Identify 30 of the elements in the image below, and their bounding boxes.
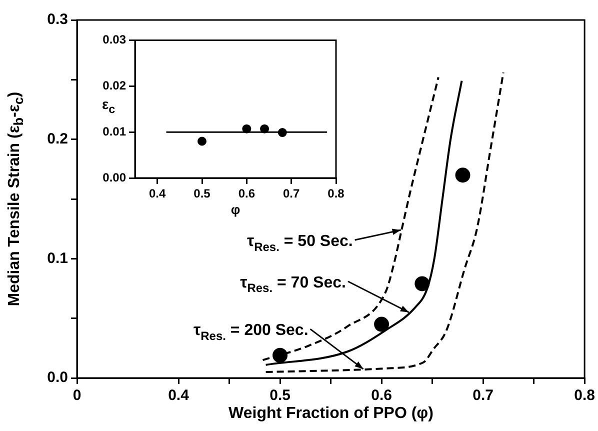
x-tick-label: 0.4 — [168, 387, 190, 404]
x-tick-label: 0.6 — [238, 186, 256, 201]
y-tick-label: 0.00 — [102, 170, 126, 184]
y-tick-label: 0.2 — [47, 130, 68, 148]
point — [414, 276, 430, 292]
y-axis-title: ε$_{c}$ — [102, 96, 116, 116]
y-tick-label: 0.01 — [102, 124, 126, 138]
y-tick-label: 0.3 — [47, 11, 68, 28]
x-tick-label: 0 — [72, 387, 82, 404]
point — [455, 168, 470, 183]
y-tick-label: 0.0 — [47, 369, 68, 386]
point — [278, 128, 287, 138]
x-tick-label: 0.5 — [194, 186, 211, 201]
x-tick-label: 0.5 — [270, 387, 290, 404]
point — [260, 124, 270, 134]
x-tick-label: 0.8 — [328, 186, 345, 201]
x-tick-label: 0.8 — [574, 387, 596, 404]
x-axis-title: φ — [230, 202, 242, 217]
y-tick-label: 0.1 — [47, 250, 68, 267]
point — [198, 136, 206, 146]
point — [272, 348, 288, 363]
x-tick-label: 0.4 — [148, 186, 166, 201]
point — [374, 316, 390, 332]
x-tick-label: 0.6 — [371, 387, 392, 404]
x-tick-label: 0.7 — [472, 387, 494, 404]
point — [242, 124, 252, 134]
x-axis-title: Weight Fraction of PPO (φ) — [228, 405, 434, 423]
y-tick-label: 0.02 — [102, 78, 126, 92]
y-tick-label: 0.03 — [102, 32, 126, 47]
x-tick-label: 0.7 — [282, 186, 300, 201]
